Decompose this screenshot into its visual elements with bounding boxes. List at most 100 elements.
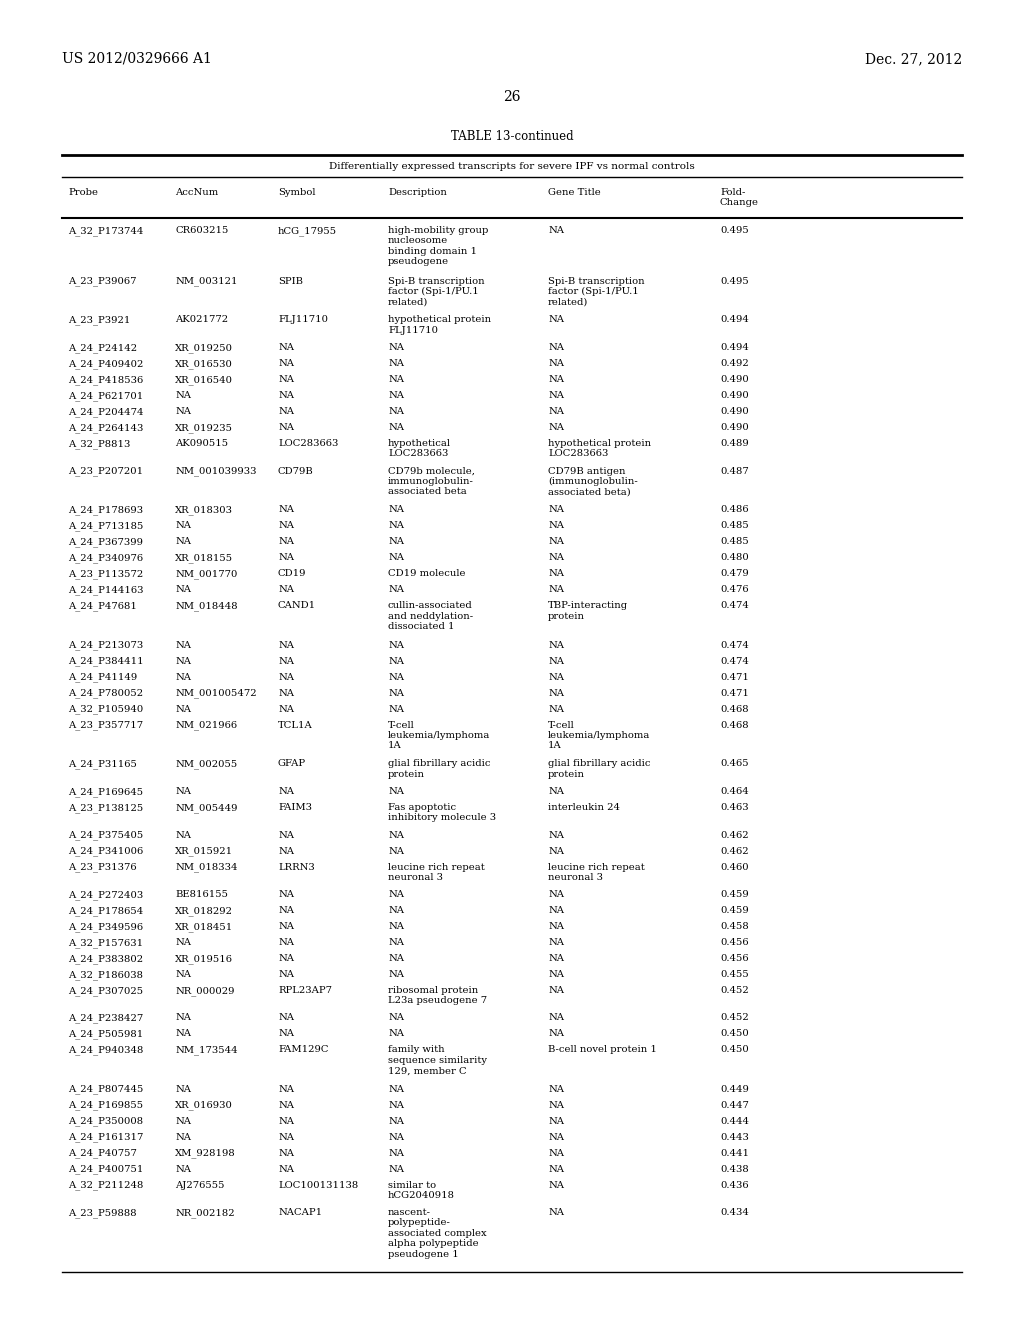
Text: A_23_P31376: A_23_P31376 bbox=[68, 862, 136, 873]
Text: NA: NA bbox=[548, 1117, 564, 1126]
Text: 0.480: 0.480 bbox=[720, 553, 749, 562]
Text: 0.436: 0.436 bbox=[720, 1180, 749, 1189]
Text: NA: NA bbox=[278, 830, 294, 840]
Text: A_24_P340976: A_24_P340976 bbox=[68, 553, 143, 564]
Text: 0.468: 0.468 bbox=[720, 705, 749, 714]
Text: NA: NA bbox=[175, 1117, 191, 1126]
Text: 0.447: 0.447 bbox=[720, 1101, 749, 1110]
Text: 0.468: 0.468 bbox=[720, 721, 749, 730]
Text: XM_928198: XM_928198 bbox=[175, 1148, 236, 1158]
Text: NA: NA bbox=[175, 1085, 191, 1093]
Text: A_23_P113572: A_23_P113572 bbox=[68, 569, 143, 579]
Text: A_24_P178693: A_24_P178693 bbox=[68, 506, 143, 515]
Text: BE816155: BE816155 bbox=[175, 890, 228, 899]
Text: NA: NA bbox=[548, 391, 564, 400]
Text: CD19 molecule: CD19 molecule bbox=[388, 569, 466, 578]
Text: 0.494: 0.494 bbox=[720, 315, 749, 325]
Text: US 2012/0329666 A1: US 2012/0329666 A1 bbox=[62, 51, 212, 66]
Text: CD79b molecule,
immunoglobulin-
associated beta: CD79b molecule, immunoglobulin- associat… bbox=[388, 466, 475, 496]
Text: NA: NA bbox=[175, 705, 191, 714]
Text: NA: NA bbox=[548, 569, 564, 578]
Text: 0.465: 0.465 bbox=[720, 759, 749, 768]
Text: NA: NA bbox=[388, 391, 404, 400]
Text: 0.495: 0.495 bbox=[720, 226, 749, 235]
Text: NA: NA bbox=[175, 586, 191, 594]
Text: Probe: Probe bbox=[68, 187, 98, 197]
Text: NA: NA bbox=[278, 906, 294, 915]
Text: NA: NA bbox=[278, 553, 294, 562]
Text: high-mobility group
nucleosome
binding domain 1
pseudogene: high-mobility group nucleosome binding d… bbox=[388, 226, 488, 267]
Text: XR_016530: XR_016530 bbox=[175, 359, 232, 368]
Text: XR_015921: XR_015921 bbox=[175, 846, 233, 857]
Text: NA: NA bbox=[175, 521, 191, 531]
Text: XR_018292: XR_018292 bbox=[175, 906, 233, 916]
Text: NA: NA bbox=[278, 846, 294, 855]
Text: 0.489: 0.489 bbox=[720, 440, 749, 447]
Text: 0.444: 0.444 bbox=[720, 1117, 749, 1126]
Text: NA: NA bbox=[278, 1164, 294, 1173]
Text: NA: NA bbox=[388, 422, 404, 432]
Text: NA: NA bbox=[388, 1101, 404, 1110]
Text: family with
sequence similarity
129, member C: family with sequence similarity 129, mem… bbox=[388, 1045, 487, 1076]
Text: A_24_P383802: A_24_P383802 bbox=[68, 954, 143, 964]
Text: NM_001039933: NM_001039933 bbox=[175, 466, 256, 477]
Text: NA: NA bbox=[388, 375, 404, 384]
Text: CR603215: CR603215 bbox=[175, 226, 228, 235]
Text: 0.471: 0.471 bbox=[720, 689, 749, 697]
Text: hCG_17955: hCG_17955 bbox=[278, 226, 337, 236]
Text: XR_016930: XR_016930 bbox=[175, 1101, 232, 1110]
Text: XR_016540: XR_016540 bbox=[175, 375, 233, 384]
Text: FAM129C: FAM129C bbox=[278, 1045, 329, 1055]
Text: 0.485: 0.485 bbox=[720, 537, 749, 546]
Text: XR_019250: XR_019250 bbox=[175, 343, 233, 352]
Text: NA: NA bbox=[388, 586, 404, 594]
Text: A_24_P807445: A_24_P807445 bbox=[68, 1085, 143, 1094]
Text: NA: NA bbox=[548, 375, 564, 384]
Text: interleukin 24: interleukin 24 bbox=[548, 803, 620, 812]
Text: 0.495: 0.495 bbox=[720, 276, 749, 285]
Text: NA: NA bbox=[548, 226, 564, 235]
Text: A_24_P367399: A_24_P367399 bbox=[68, 537, 143, 548]
Text: A_24_P204474: A_24_P204474 bbox=[68, 407, 143, 417]
Text: NA: NA bbox=[175, 640, 191, 649]
Text: NA: NA bbox=[175, 407, 191, 416]
Text: NA: NA bbox=[548, 537, 564, 546]
Text: 0.479: 0.479 bbox=[720, 569, 749, 578]
Text: 0.449: 0.449 bbox=[720, 1085, 749, 1093]
Text: NA: NA bbox=[548, 506, 564, 515]
Text: NA: NA bbox=[278, 656, 294, 665]
Text: NA: NA bbox=[175, 939, 191, 946]
Text: A_24_P780052: A_24_P780052 bbox=[68, 689, 143, 698]
Text: AK090515: AK090515 bbox=[175, 440, 228, 447]
Text: A_24_P940348: A_24_P940348 bbox=[68, 1045, 143, 1055]
Text: A_24_P40757: A_24_P40757 bbox=[68, 1148, 137, 1158]
Text: 0.464: 0.464 bbox=[720, 787, 749, 796]
Text: A_24_P31165: A_24_P31165 bbox=[68, 759, 137, 770]
Text: A_32_P211248: A_32_P211248 bbox=[68, 1180, 143, 1191]
Text: NA: NA bbox=[548, 921, 564, 931]
Text: hypothetical
LOC283663: hypothetical LOC283663 bbox=[388, 440, 451, 458]
Text: NA: NA bbox=[175, 830, 191, 840]
Text: 0.492: 0.492 bbox=[720, 359, 749, 368]
Text: LRRN3: LRRN3 bbox=[278, 862, 314, 871]
Text: NA: NA bbox=[278, 672, 294, 681]
Text: NA: NA bbox=[548, 986, 564, 995]
Text: A_24_P400751: A_24_P400751 bbox=[68, 1164, 143, 1175]
Text: A_24_P238427: A_24_P238427 bbox=[68, 1014, 143, 1023]
Text: NA: NA bbox=[548, 1148, 564, 1158]
Text: A_24_P264143: A_24_P264143 bbox=[68, 422, 143, 433]
Text: A_24_P161317: A_24_P161317 bbox=[68, 1133, 143, 1142]
Text: NA: NA bbox=[548, 939, 564, 946]
Text: NA: NA bbox=[278, 1117, 294, 1126]
Text: TCL1A: TCL1A bbox=[278, 721, 312, 730]
Text: NA: NA bbox=[388, 787, 404, 796]
Text: A_24_P375405: A_24_P375405 bbox=[68, 830, 143, 841]
Text: NA: NA bbox=[388, 656, 404, 665]
Text: 0.490: 0.490 bbox=[720, 391, 749, 400]
Text: NA: NA bbox=[388, 921, 404, 931]
Text: 0.459: 0.459 bbox=[720, 890, 749, 899]
Text: A_24_P349596: A_24_P349596 bbox=[68, 921, 143, 932]
Text: XR_018155: XR_018155 bbox=[175, 553, 233, 564]
Text: NA: NA bbox=[278, 343, 294, 352]
Text: NA: NA bbox=[548, 1164, 564, 1173]
